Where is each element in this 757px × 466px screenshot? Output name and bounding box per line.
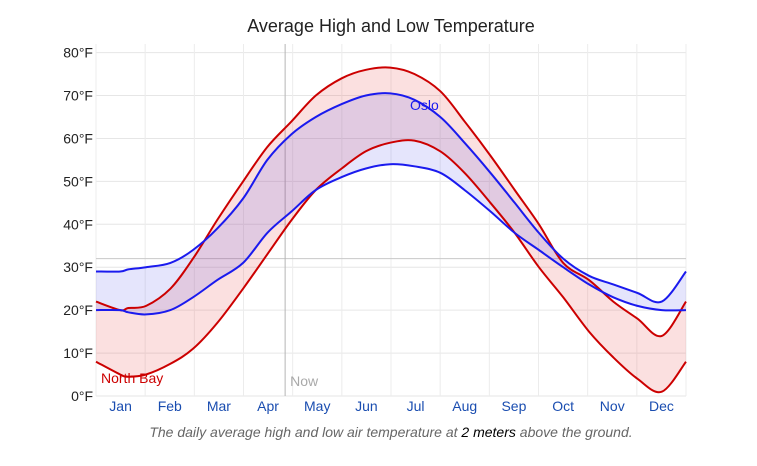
y-tick-label: 30°F	[63, 259, 93, 275]
y-tick-label: 70°F	[63, 88, 93, 104]
series-label-north-bay: North Bay	[101, 370, 163, 386]
x-tick-label: Dec	[649, 398, 674, 414]
x-tick-label: Mar	[207, 398, 231, 414]
x-tick-label: Oct	[552, 398, 574, 414]
x-tick-label: Jan	[109, 398, 132, 414]
series-high-line-north-bay	[95, 66, 687, 338]
now-marker-label: Now	[290, 373, 319, 389]
series-low-line-north-bay	[95, 139, 687, 394]
y-tick-label: 40°F	[63, 216, 93, 232]
series-label-oslo: Oslo	[410, 97, 439, 113]
chart-caption: The daily average high and low air tempe…	[0, 424, 757, 440]
series-band-north-bay	[96, 67, 686, 393]
y-tick-label: 50°F	[63, 173, 93, 189]
x-tick-label: Sep	[501, 398, 526, 414]
series-band-oslo	[96, 93, 686, 315]
x-tick-label: Jul	[407, 398, 425, 414]
series-low-line-oslo	[95, 163, 687, 316]
x-tick-label: Aug	[452, 398, 477, 414]
y-tick-label: 0°F	[71, 388, 93, 404]
caption-emphasis: 2 meters	[461, 424, 516, 440]
x-tick-label: Feb	[158, 398, 182, 414]
y-tick-label: 20°F	[63, 302, 93, 318]
caption-text-pre: The daily average high and low air tempe…	[149, 424, 462, 440]
y-tick-label: 10°F	[63, 345, 93, 361]
x-tick-label: May	[304, 398, 330, 414]
x-tick-label: Apr	[257, 398, 279, 414]
x-tick-label: Nov	[600, 398, 625, 414]
y-tick-label: 60°F	[63, 130, 93, 146]
x-tick-label: Jun	[355, 398, 378, 414]
series-high-line-oslo	[95, 92, 687, 304]
y-tick-label: 80°F	[63, 45, 93, 61]
chart-title: Average High and Low Temperature	[247, 16, 535, 36]
caption-text-post: above the ground.	[515, 424, 633, 440]
